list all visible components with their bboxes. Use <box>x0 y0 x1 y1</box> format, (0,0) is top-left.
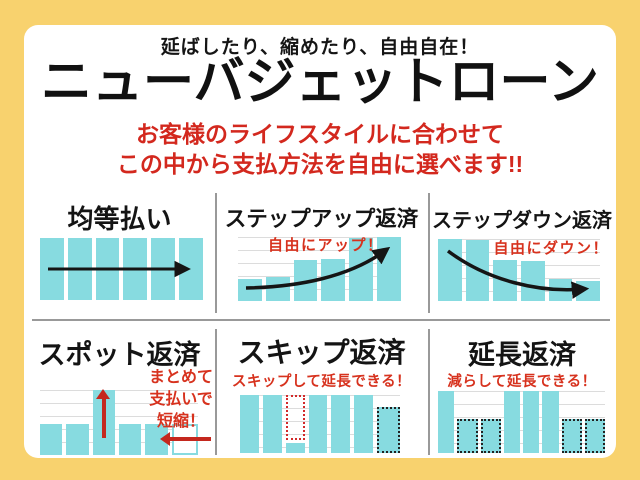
panel-note: スキップして延長できる！ <box>231 374 412 390</box>
left-arrow-icon <box>159 432 211 445</box>
bar <box>523 391 540 453</box>
panel-title: 延長返済 <box>468 340 576 370</box>
bar-group <box>238 237 401 301</box>
panel-skip: スキップ返済 スキップして延長できる！ <box>215 319 428 458</box>
subtitle-line1: お客様のライフスタイルに合わせて <box>136 121 504 147</box>
equal-payment-chart <box>40 238 203 300</box>
bar-group <box>40 388 211 455</box>
bar-skipped <box>285 395 305 453</box>
spot-chart <box>40 388 211 455</box>
panel-note: 減らして延長できる！ <box>447 374 597 390</box>
bar <box>480 418 501 453</box>
bar <box>521 261 545 301</box>
panel-step-down: ステップダウン返済 自由にダウン！ <box>428 190 616 319</box>
divider-vertical-1-bottom <box>215 329 217 455</box>
bar <box>262 395 282 453</box>
bar <box>584 418 605 453</box>
bar <box>561 418 582 453</box>
bar <box>542 391 559 453</box>
bar <box>40 423 63 455</box>
bar <box>92 388 115 455</box>
bar <box>118 423 142 455</box>
divider-vertical-1-top <box>215 193 217 313</box>
bar <box>145 423 168 455</box>
bar <box>238 279 262 301</box>
main-title: ニューバジェットローン <box>41 53 599 110</box>
bar <box>349 238 374 301</box>
panel-step-up: ステップアップ返済 自由にアップ！ <box>215 190 428 319</box>
skip-chart <box>240 395 401 453</box>
bar <box>179 238 203 300</box>
panel-title: スポット返済 <box>38 340 201 370</box>
bar <box>66 423 89 455</box>
bar <box>354 395 374 453</box>
skipped-outline-box <box>285 395 305 441</box>
panel-note-line: 支払いで <box>149 391 213 409</box>
bar <box>377 406 401 453</box>
step-up-chart <box>238 237 401 301</box>
bar-group <box>438 391 605 453</box>
bar <box>331 395 351 453</box>
bar <box>265 277 290 301</box>
flyer-card: 延ばしたり、縮めたり、自由自在！ ニューバジェットローン お客様のライフスタイル… <box>24 25 616 458</box>
subtitle-line2: この中から支払方法を自由に選べます!! <box>116 151 524 177</box>
extension-chart <box>438 391 605 453</box>
panel-note: 自由にアップ！ <box>268 237 384 254</box>
bar <box>308 395 328 453</box>
bar-stub <box>285 443 305 453</box>
bar-group <box>240 395 401 453</box>
panel-extension: 延長返済 減らして延長できる！ <box>428 319 616 458</box>
panel-note-line: まとめて <box>148 369 213 386</box>
step-down-chart <box>438 239 601 301</box>
bar <box>293 260 318 301</box>
panel-title: ステップアップ返済 <box>224 207 419 231</box>
divider-vertical-2-bottom <box>428 329 430 455</box>
bar <box>503 391 520 453</box>
panel-note-line: 短縮！ <box>156 413 205 431</box>
divider-vertical-2-top <box>428 193 430 313</box>
divider-horizontal <box>32 319 610 321</box>
panel-note: まとめて 支払いで 短縮！ <box>149 367 213 433</box>
bar <box>321 258 346 301</box>
bar-outline <box>159 423 211 455</box>
panel-spot: スポット返済 まとめて 支払いで 短縮！ <box>24 319 215 458</box>
panel-title: ステップダウン返済 <box>432 210 612 232</box>
tagline: 延ばしたり、縮めたり、自由自在！ <box>160 37 480 58</box>
panel-equal-payment: 均等払い <box>24 190 215 319</box>
curved-down-arrow-icon <box>446 249 590 299</box>
panel-note: 自由にダウン！ <box>493 240 609 257</box>
panel-title: スキップ返済 <box>237 337 406 368</box>
bar <box>438 391 455 453</box>
up-arrow-icon <box>96 388 111 439</box>
panel-title: 均等払い <box>67 204 172 234</box>
curved-up-arrow-icon <box>245 246 391 290</box>
right-arrow-icon <box>48 260 191 278</box>
bar <box>457 418 478 453</box>
bar <box>240 395 259 453</box>
